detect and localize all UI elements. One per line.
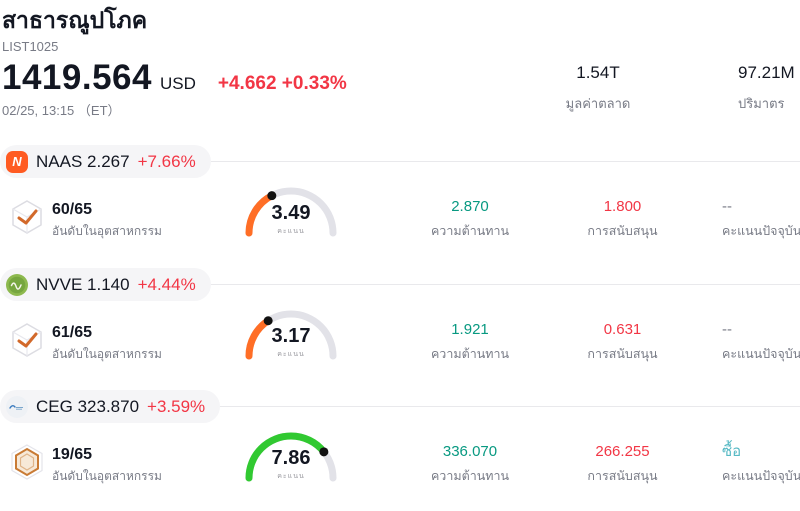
- volume-label: ปริมาตร: [738, 96, 785, 111]
- stock-pill-ceg[interactable]: CEG 323.870 +3.59%: [0, 390, 221, 423]
- market-cap-stat: 1.54T มูลค่าตลาด: [538, 63, 658, 114]
- ticker-change: +3.59%: [147, 396, 206, 416]
- volume-value: 97.21M: [738, 63, 795, 82]
- current-score-label: คะแนนปัจจุบัน: [722, 347, 800, 361]
- support-value: 1.800: [603, 198, 642, 215]
- resistance-value: 336.070: [442, 443, 498, 460]
- support-stat: 1.800 การสนับสนุน: [545, 198, 700, 241]
- volume-stat: 97.21M ปริมาตร: [738, 63, 800, 114]
- cube-check-icon: [12, 200, 42, 234]
- row-divider-line: [210, 161, 800, 162]
- ticker-change: +7.66%: [137, 151, 196, 171]
- price-change: +4.662 +0.33%: [217, 73, 347, 94]
- industry-rank: 19/65 อันดับในอุตสาหกรรม: [52, 446, 162, 486]
- resistance-label: ความต้านทาน: [430, 469, 510, 483]
- resistance-stat: 1.921 ความต้านทาน: [385, 321, 555, 364]
- current-score-stat: -- คะแนนปัจจุบัน: [722, 321, 800, 364]
- gauge-value: 3.17: [271, 325, 311, 347]
- industry-rank-label: อันดับในอุตสาหกรรม: [52, 347, 162, 361]
- hexagon-badge-icon: [11, 444, 43, 480]
- ceg-logo: [6, 395, 28, 418]
- resistance-label: ความต้านทาน: [430, 224, 510, 238]
- naas-logo: N: [6, 150, 28, 173]
- support-stat: 266.255 การสนับสนุน: [545, 443, 700, 486]
- gauge-label: คะแนน: [277, 473, 305, 480]
- resistance-stat: 2.870 ความต้านทาน: [385, 198, 555, 241]
- quote-timestamp: 02/25, 13:15 （ET）: [2, 103, 121, 118]
- industry-rank: 60/65 อันดับในอุตสาหกรรม: [52, 201, 162, 241]
- row-divider-line: [210, 284, 800, 285]
- support-value: 0.631: [603, 321, 642, 338]
- gauge-value: 3.49: [271, 202, 311, 224]
- market-cap-value: 1.54T: [576, 63, 620, 82]
- price-line: 1419.564 USD +4.662 +0.33%: [2, 58, 347, 98]
- symbol-code: LIST1025: [2, 39, 59, 54]
- score-gauge: 7.86 คะแนน: [238, 425, 344, 489]
- stock-row-naas: N NAAS 2.267 +7.66% 60/65 อันดับในอุตสาห…: [0, 143, 800, 266]
- stock-pill-naas[interactable]: N NAAS 2.267 +7.66%: [0, 145, 211, 178]
- market-cap-label: มูลค่าตลาด: [565, 96, 631, 111]
- nvve-logo: [6, 273, 28, 296]
- gauge-label: คะแนน: [277, 228, 305, 235]
- resistance-label: ความต้านทาน: [430, 347, 510, 361]
- support-label: การสนับสนุน: [587, 347, 658, 361]
- current-score-label: คะแนนปัจจุบัน: [722, 469, 800, 483]
- current-score-value: --: [722, 198, 732, 215]
- row-divider-line: [220, 406, 800, 407]
- score-gauge: 3.49 คะแนน: [238, 180, 344, 244]
- current-score-label: คะแนนปัจจุบัน: [722, 224, 800, 238]
- resistance-value: 2.870: [451, 198, 489, 215]
- industry-rank-value: 19/65: [52, 446, 93, 463]
- support-stat: 0.631 การสนับสนุน: [545, 321, 700, 364]
- current-score-value: ซื้อ: [722, 443, 742, 460]
- gauge-value: 7.86: [271, 447, 311, 469]
- page-title: สาธารณูปโภค: [2, 7, 148, 33]
- cube-check-icon: [12, 323, 42, 357]
- stock-row-ceg: CEG 323.870 +3.59% 19/65 อันดับในอุตสาหก…: [0, 388, 800, 511]
- current-score-stat: ซื้อ คะแนนปัจจุบัน: [722, 443, 800, 486]
- ticker-price: NAAS 2.267: [36, 151, 130, 171]
- stock-row-nvve: NVVE 1.140 +4.44% 61/65 อันดับในอุตสาหกร…: [0, 266, 800, 389]
- current-score-value: --: [722, 321, 732, 338]
- stock-header-ceg: CEG 323.870 +3.59%: [0, 390, 800, 423]
- industry-rank: 61/65 อันดับในอุตสาหกรรม: [52, 324, 162, 364]
- stock-header-naas: N NAAS 2.267 +7.66%: [0, 145, 800, 178]
- current-score-stat: -- คะแนนปัจจุบัน: [722, 198, 800, 241]
- support-label: การสนับสนุน: [587, 469, 658, 483]
- industry-rank-value: 60/65: [52, 201, 93, 218]
- gauge-label: คะแนน: [277, 351, 305, 358]
- industry-rank-label: อันดับในอุตสาหกรรม: [52, 224, 162, 238]
- score-gauge: 3.17 คะแนน: [238, 303, 344, 367]
- stock-header-nvve: NVVE 1.140 +4.44%: [0, 268, 800, 301]
- industry-rank-label: อันดับในอุตสาหกรรม: [52, 469, 162, 483]
- support-value: 266.255: [595, 443, 650, 460]
- industry-rank-value: 61/65: [52, 324, 93, 341]
- resistance-value: 1.921: [451, 321, 489, 338]
- ticker-price: CEG 323.870: [36, 396, 140, 416]
- current-price: 1419.564: [2, 58, 152, 97]
- resistance-stat: 336.070 ความต้านทาน: [385, 443, 555, 486]
- ticker-change: +4.44%: [137, 274, 196, 294]
- ticker-price: NVVE 1.140: [36, 274, 130, 294]
- stock-pill-nvve[interactable]: NVVE 1.140 +4.44%: [0, 268, 211, 301]
- currency-label: USD: [159, 74, 196, 93]
- support-label: การสนับสนุน: [587, 224, 658, 238]
